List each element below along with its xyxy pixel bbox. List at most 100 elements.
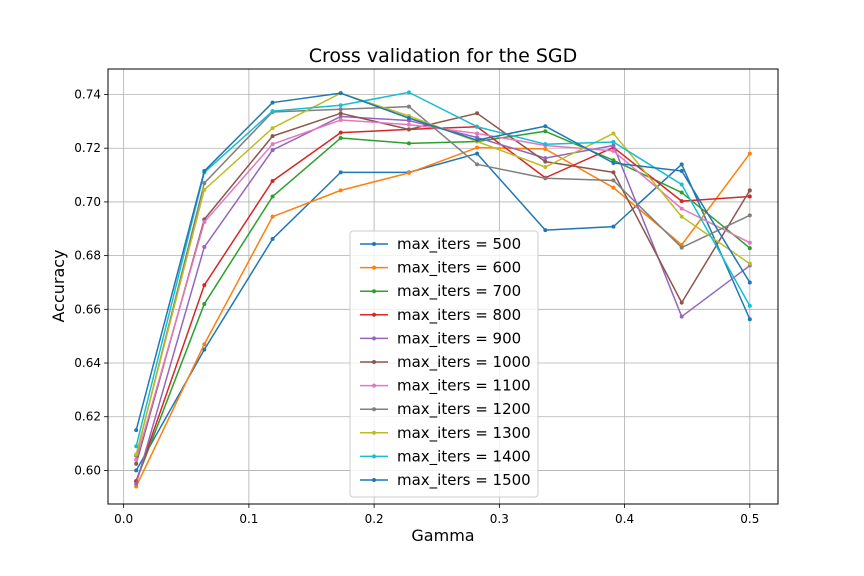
- data-point: [747, 280, 752, 285]
- legend-label: max_iters = 800: [397, 306, 521, 325]
- data-point: [747, 303, 752, 308]
- data-point: [406, 116, 411, 121]
- data-point: [679, 190, 684, 195]
- y-tick-label: 0.66: [74, 302, 101, 316]
- legend-label: max_iters = 900: [397, 329, 521, 348]
- data-point: [134, 481, 139, 486]
- data-point: [134, 428, 139, 433]
- data-point: [134, 444, 139, 449]
- legend-item: max_iters = 900: [360, 329, 521, 348]
- data-point: [679, 300, 684, 305]
- legend-item: max_iters = 800: [360, 306, 521, 325]
- data-point: [270, 126, 275, 131]
- data-point: [338, 91, 343, 96]
- data-point: [747, 240, 752, 245]
- series-line: [135, 91, 751, 447]
- series-max-iters-1400: [134, 90, 752, 449]
- y-tick-label: 0.68: [74, 249, 101, 263]
- series-lines: [134, 90, 752, 489]
- data-point: [338, 188, 343, 193]
- data-point: [611, 140, 616, 145]
- data-point: [543, 228, 548, 233]
- data-point: [202, 283, 207, 288]
- data-point: [202, 169, 207, 174]
- y-tick-label: 0.60: [74, 463, 101, 477]
- legend-marker: [372, 430, 376, 435]
- data-point: [202, 347, 207, 352]
- data-point: [270, 100, 275, 105]
- data-point: [270, 148, 275, 153]
- y-tick-label: 0.64: [74, 356, 101, 370]
- legend-item: max_iters = 600: [360, 259, 521, 278]
- chart-title: Cross validation for the SGD: [309, 45, 578, 67]
- data-point: [679, 245, 684, 250]
- legend-label: max_iters = 1300: [397, 424, 531, 443]
- data-point: [406, 141, 411, 146]
- legend-item: max_iters = 1500: [360, 471, 531, 490]
- data-point: [475, 124, 480, 129]
- x-tick-label: 0.5: [740, 512, 759, 526]
- data-point: [475, 162, 480, 167]
- data-point: [475, 145, 480, 150]
- data-point: [406, 90, 411, 95]
- legend-label: max_iters = 700: [397, 282, 521, 301]
- legend-item: max_iters = 1000: [360, 353, 531, 372]
- series-max-iters-1500: [134, 91, 752, 433]
- data-point: [679, 314, 684, 319]
- data-point: [338, 136, 343, 141]
- series-line: [135, 112, 751, 464]
- legend-label: max_iters = 1100: [397, 377, 531, 396]
- data-point: [679, 214, 684, 219]
- legend-item: max_iters = 1200: [360, 400, 531, 419]
- legend-label: max_iters = 1200: [397, 400, 531, 419]
- axis-ticks: 0.0 0.1 0.2 0.3 0.4 0.5 0.60 0.62 0.64 0.66 0.68 0.…: [74, 88, 759, 526]
- data-point: [747, 188, 752, 193]
- data-point: [747, 194, 752, 199]
- legend-label: max_iters = 1000: [397, 353, 531, 372]
- data-point: [338, 107, 343, 112]
- data-point: [270, 194, 275, 199]
- series-line: [135, 92, 751, 431]
- data-point: [543, 156, 548, 161]
- data-point: [611, 148, 616, 153]
- data-point: [543, 159, 548, 164]
- data-point: [611, 160, 616, 165]
- x-tick-label: 0.1: [239, 512, 258, 526]
- data-point: [406, 122, 411, 127]
- legend-marker: [372, 383, 376, 388]
- legend-item: max_iters = 500: [360, 235, 521, 254]
- y-tick-label: 0.72: [74, 141, 101, 155]
- series-line: [135, 105, 751, 456]
- legend-label: max_iters = 1400: [397, 447, 531, 466]
- data-point: [270, 109, 275, 114]
- data-point: [543, 176, 548, 181]
- data-point: [338, 118, 343, 123]
- data-point: [747, 246, 752, 251]
- x-tick-label: 0.2: [365, 512, 384, 526]
- data-point: [747, 317, 752, 322]
- data-point: [543, 124, 548, 129]
- legend-box: [349, 230, 539, 498]
- legend-marker: [372, 289, 376, 294]
- series-line: [135, 146, 751, 487]
- data-point: [475, 111, 480, 116]
- data-point: [270, 214, 275, 219]
- data-point: [475, 138, 480, 143]
- y-axis-label: Accuracy: [49, 249, 68, 322]
- y-tick-label: 0.74: [74, 88, 101, 102]
- legend-label: max_iters = 1500: [397, 471, 531, 490]
- legend-marker: [372, 312, 376, 317]
- data-point: [679, 162, 684, 167]
- data-point: [611, 185, 616, 190]
- series-line: [135, 152, 751, 471]
- legend-marker: [372, 242, 376, 246]
- data-point: [543, 129, 548, 134]
- data-point: [679, 199, 684, 204]
- data-point: [543, 147, 548, 152]
- legend-label: max_iters = 500: [397, 235, 521, 254]
- x-axis-label: Gamma: [411, 526, 474, 545]
- data-point: [611, 131, 616, 136]
- data-point: [679, 169, 684, 174]
- data-point: [611, 170, 616, 175]
- data-point: [406, 170, 411, 175]
